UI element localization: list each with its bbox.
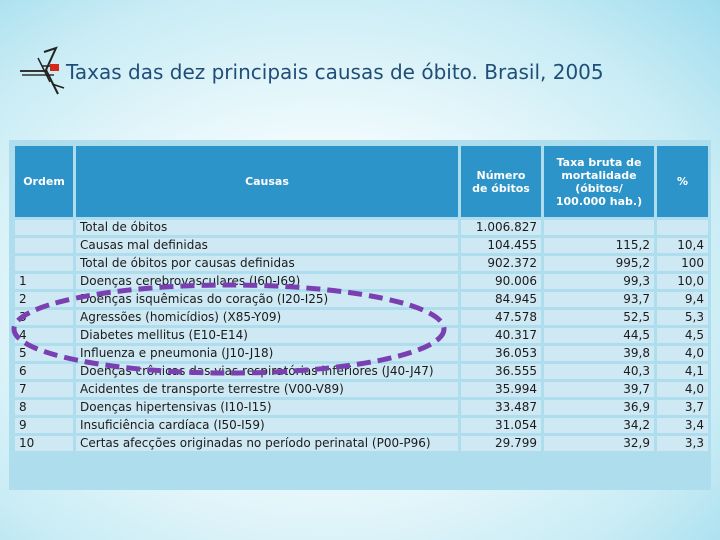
cell-causa: Doenças hipertensivas (I10-I15) (73, 397, 461, 418)
cell-ordem (12, 217, 76, 238)
cell-taxa: 34,2 (541, 415, 657, 436)
cell-ordem (12, 253, 76, 274)
table-row: 3 Agressões (homicídios) (X85-Y09) 47.578 5… (12, 307, 711, 328)
cell-numero: 33.487 (458, 397, 544, 418)
cell-ordem: 10 (12, 433, 76, 454)
cell-numero: 35.994 (458, 379, 544, 400)
cell-causa: Total de óbitos (73, 217, 461, 238)
table-row: 2 Doenças isquêmicas do coração (I20-I25)… (12, 289, 711, 310)
cell-taxa: 39,7 (541, 379, 657, 400)
cell-ordem: 4 (12, 325, 76, 346)
cell-percent: 100 (654, 253, 711, 274)
cell-taxa (541, 217, 657, 238)
cell-causa: Certas afecções originadas no período pe… (73, 433, 461, 454)
cell-ordem: 5 (12, 343, 76, 364)
cell-causa: Diabetes mellitus (E10-E14) (73, 325, 461, 346)
cell-percent: 3,7 (654, 397, 711, 418)
cell-taxa: 39,8 (541, 343, 657, 364)
cell-percent: 10,0 (654, 271, 711, 292)
cell-causa: Influenza e pneumonia (J10-J18) (73, 343, 461, 364)
cell-ordem: 9 (12, 415, 76, 436)
header-taxa: Taxa bruta de mortalidade (óbitos/ 100.0… (541, 143, 657, 220)
logo-icon (20, 46, 65, 95)
table-row: Causas mal definidas 104.455 115,2 10,4 (12, 235, 711, 256)
header-taxa-line2: mortalidade (561, 168, 637, 182)
cell-percent: 3,3 (654, 433, 711, 454)
table-row: 6 Doenças crônicas das vias respiratórias… (12, 361, 711, 382)
cell-causa: Agressões (homicídios) (X85-Y09) (73, 307, 461, 328)
table-row: Total de óbitos por causas definidas 902.… (12, 253, 711, 274)
cell-numero: 40.317 (458, 325, 544, 346)
cell-taxa: 93,7 (541, 289, 657, 310)
cell-numero: 902.372 (458, 253, 544, 274)
cell-numero: 1.006.827 (458, 217, 544, 238)
cell-numero: 84.945 (458, 289, 544, 310)
cell-causa: Acidentes de transporte terrestre (V00-V… (73, 379, 461, 400)
cell-percent: 4,0 (654, 379, 711, 400)
cell-taxa: 32,9 (541, 433, 657, 454)
cell-taxa: 99,3 (541, 271, 657, 292)
table-header-row: Ordem Causas Número de óbitos Taxa bruta… (12, 143, 711, 220)
table-row: 8 Doenças hipertensivas (I10-I15) 33.487 36… (12, 397, 711, 418)
cell-numero: 47.578 (458, 307, 544, 328)
cell-taxa: 36,9 (541, 397, 657, 418)
cell-taxa: 115,2 (541, 235, 657, 256)
cell-numero: 31.054 (458, 415, 544, 436)
cell-causa: Doenças cerebrovasculares (I60-I69) (73, 271, 461, 292)
cell-numero: 29.799 (458, 433, 544, 454)
header-numero-line1: Número (476, 168, 526, 182)
table-row: Total de óbitos 1.006.827 (12, 217, 711, 238)
cell-numero: 104.455 (458, 235, 544, 256)
cell-ordem: 1 (12, 271, 76, 292)
cell-taxa: 52,5 (541, 307, 657, 328)
cell-percent: 9,4 (654, 289, 711, 310)
header-taxa-line4: 100.000 hab.) (555, 194, 643, 208)
cell-taxa: 995,2 (541, 253, 657, 274)
cell-percent: 4,0 (654, 343, 711, 364)
cell-causa: Total de óbitos por causas definidas (73, 253, 461, 274)
cell-ordem: 3 (12, 307, 76, 328)
header-ordem: Ordem (12, 143, 76, 220)
header-causas: Causas (73, 143, 461, 220)
cell-ordem: 8 (12, 397, 76, 418)
cell-causa: Doenças crônicas das vias respiratórias … (73, 361, 461, 382)
cell-numero: 36.555 (458, 361, 544, 382)
table-row: 5 Influenza e pneumonia (J10-J18) 36.053 39… (12, 343, 711, 364)
cell-percent: 5,3 (654, 307, 711, 328)
header-numero: Número de óbitos (458, 143, 544, 220)
page-title: Taxas das dez principais causas de óbito… (66, 60, 604, 84)
title-row: Taxas das dez principais causas de óbito… (14, 44, 714, 100)
header-taxa-line1: Taxa bruta de (556, 155, 642, 169)
mortality-table-frame: Ordem Causas Número de óbitos Taxa bruta… (9, 140, 711, 490)
cell-taxa: 44,5 (541, 325, 657, 346)
table-row: 10 Certas afecções originadas no período … (12, 433, 711, 454)
cell-ordem: 7 (12, 379, 76, 400)
mortality-table: Ordem Causas Número de óbitos Taxa bruta… (12, 143, 711, 454)
cell-taxa: 40,3 (541, 361, 657, 382)
cell-percent: 4,1 (654, 361, 711, 382)
cell-causa: Insuficiência cardíaca (I50-I59) (73, 415, 461, 436)
cell-percent: 4,5 (654, 325, 711, 346)
cell-percent: 10,4 (654, 235, 711, 256)
header-numero-line2: de óbitos (472, 181, 530, 195)
table-row: 4 Diabetes mellitus (E10-E14) 40.317 44,5 4,… (12, 325, 711, 346)
cell-causa: Doenças isquêmicas do coração (I20-I25) (73, 289, 461, 310)
cell-numero: 90.006 (458, 271, 544, 292)
cell-percent: 3,4 (654, 415, 711, 436)
cell-percent (654, 217, 711, 238)
table-row: 1 Doenças cerebrovasculares (I60-I69) 90.0… (12, 271, 711, 292)
cell-causa: Causas mal definidas (73, 235, 461, 256)
table-row: 7 Acidentes de transporte terrestre (V00-… (12, 379, 711, 400)
header-percent: % (654, 143, 711, 220)
header-taxa-line3: (óbitos/ (575, 181, 623, 195)
cell-numero: 36.053 (458, 343, 544, 364)
table-row: 9 Insuficiência cardíaca (I50-I59) 31.054 3… (12, 415, 711, 436)
cell-ordem: 2 (12, 289, 76, 310)
cell-ordem: 6 (12, 361, 76, 382)
cell-ordem (12, 235, 76, 256)
